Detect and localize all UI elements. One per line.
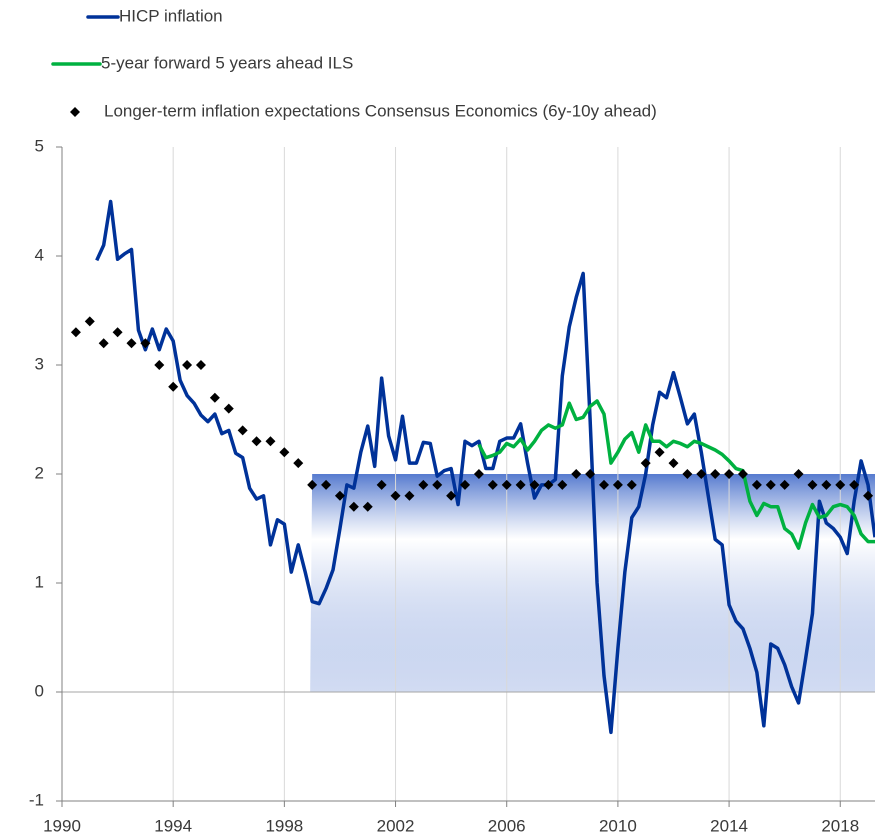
legend-marker xyxy=(70,107,80,117)
data-point xyxy=(446,490,457,501)
data-point xyxy=(348,501,359,512)
data-point xyxy=(668,458,679,469)
x-tick-label: 1998 xyxy=(265,816,303,835)
data-point xyxy=(765,479,776,490)
data-point xyxy=(487,479,498,490)
data-point xyxy=(112,327,123,338)
data-point xyxy=(849,479,860,490)
plot-area xyxy=(70,199,875,735)
x-tick-label: 2018 xyxy=(821,816,859,835)
data-point xyxy=(168,381,179,392)
y-tick-label: 1 xyxy=(35,572,44,591)
data-point xyxy=(543,479,554,490)
data-point xyxy=(140,338,151,349)
data-point xyxy=(515,479,526,490)
data-point xyxy=(779,479,790,490)
data-point xyxy=(223,403,234,414)
data-point xyxy=(362,501,373,512)
data-point xyxy=(585,469,596,479)
data-point xyxy=(807,479,818,490)
legend-label: Longer-term inflation expectations Conse… xyxy=(104,101,657,120)
data-point xyxy=(835,479,846,490)
data-point xyxy=(279,447,290,458)
data-point xyxy=(418,479,429,490)
x-tick-label: 2010 xyxy=(599,816,637,835)
y-tick-label: 4 xyxy=(35,245,44,264)
data-point xyxy=(195,360,206,370)
legend-label: HICP inflation xyxy=(119,6,223,25)
data-point xyxy=(182,360,193,370)
x-tick-label: 1990 xyxy=(43,816,81,835)
data-point xyxy=(154,360,165,370)
data-point xyxy=(599,479,609,490)
data-point xyxy=(84,316,95,327)
data-point xyxy=(251,436,262,447)
x-tick-label: 2014 xyxy=(710,816,748,835)
y-tick-label: 5 xyxy=(35,136,44,155)
data-point xyxy=(863,490,874,501)
data-point xyxy=(724,469,735,479)
x-tick-label: 2002 xyxy=(377,816,415,835)
data-point xyxy=(98,338,109,349)
data-point xyxy=(557,479,568,490)
data-point xyxy=(404,490,415,501)
x-tick-label: 1994 xyxy=(154,816,192,835)
data-point xyxy=(737,469,748,479)
data-point xyxy=(571,469,582,479)
data-point xyxy=(710,469,721,479)
data-point xyxy=(390,490,401,501)
target-band xyxy=(310,474,875,692)
data-point xyxy=(682,469,693,479)
data-point xyxy=(640,458,651,469)
data-point xyxy=(654,447,665,458)
data-point xyxy=(821,479,832,490)
data-point xyxy=(70,327,81,338)
data-point xyxy=(126,338,137,349)
data-point xyxy=(501,479,512,490)
x-tick-label: 2006 xyxy=(488,816,526,835)
data-point xyxy=(321,479,332,490)
data-point xyxy=(626,479,637,490)
data-point xyxy=(376,479,387,490)
y-tick-label: -1 xyxy=(29,790,44,809)
data-point xyxy=(529,479,540,490)
data-point xyxy=(696,469,707,479)
data-point xyxy=(293,458,304,469)
data-point xyxy=(209,392,220,403)
y-tick-label: 0 xyxy=(35,681,44,700)
data-point xyxy=(432,479,443,490)
data-point xyxy=(793,469,804,479)
legend-label: 5-year forward 5 years ahead ILS xyxy=(101,53,353,72)
data-point xyxy=(612,479,623,490)
data-point xyxy=(265,436,276,447)
y-tick-label: 2 xyxy=(35,463,44,482)
data-point xyxy=(307,479,318,490)
data-point xyxy=(751,479,762,490)
data-point xyxy=(460,479,471,490)
data-point xyxy=(334,490,345,501)
y-tick-label: 3 xyxy=(35,354,44,373)
data-line xyxy=(95,199,875,735)
data-line xyxy=(477,399,875,550)
data-point xyxy=(237,425,248,436)
data-point xyxy=(473,469,484,479)
